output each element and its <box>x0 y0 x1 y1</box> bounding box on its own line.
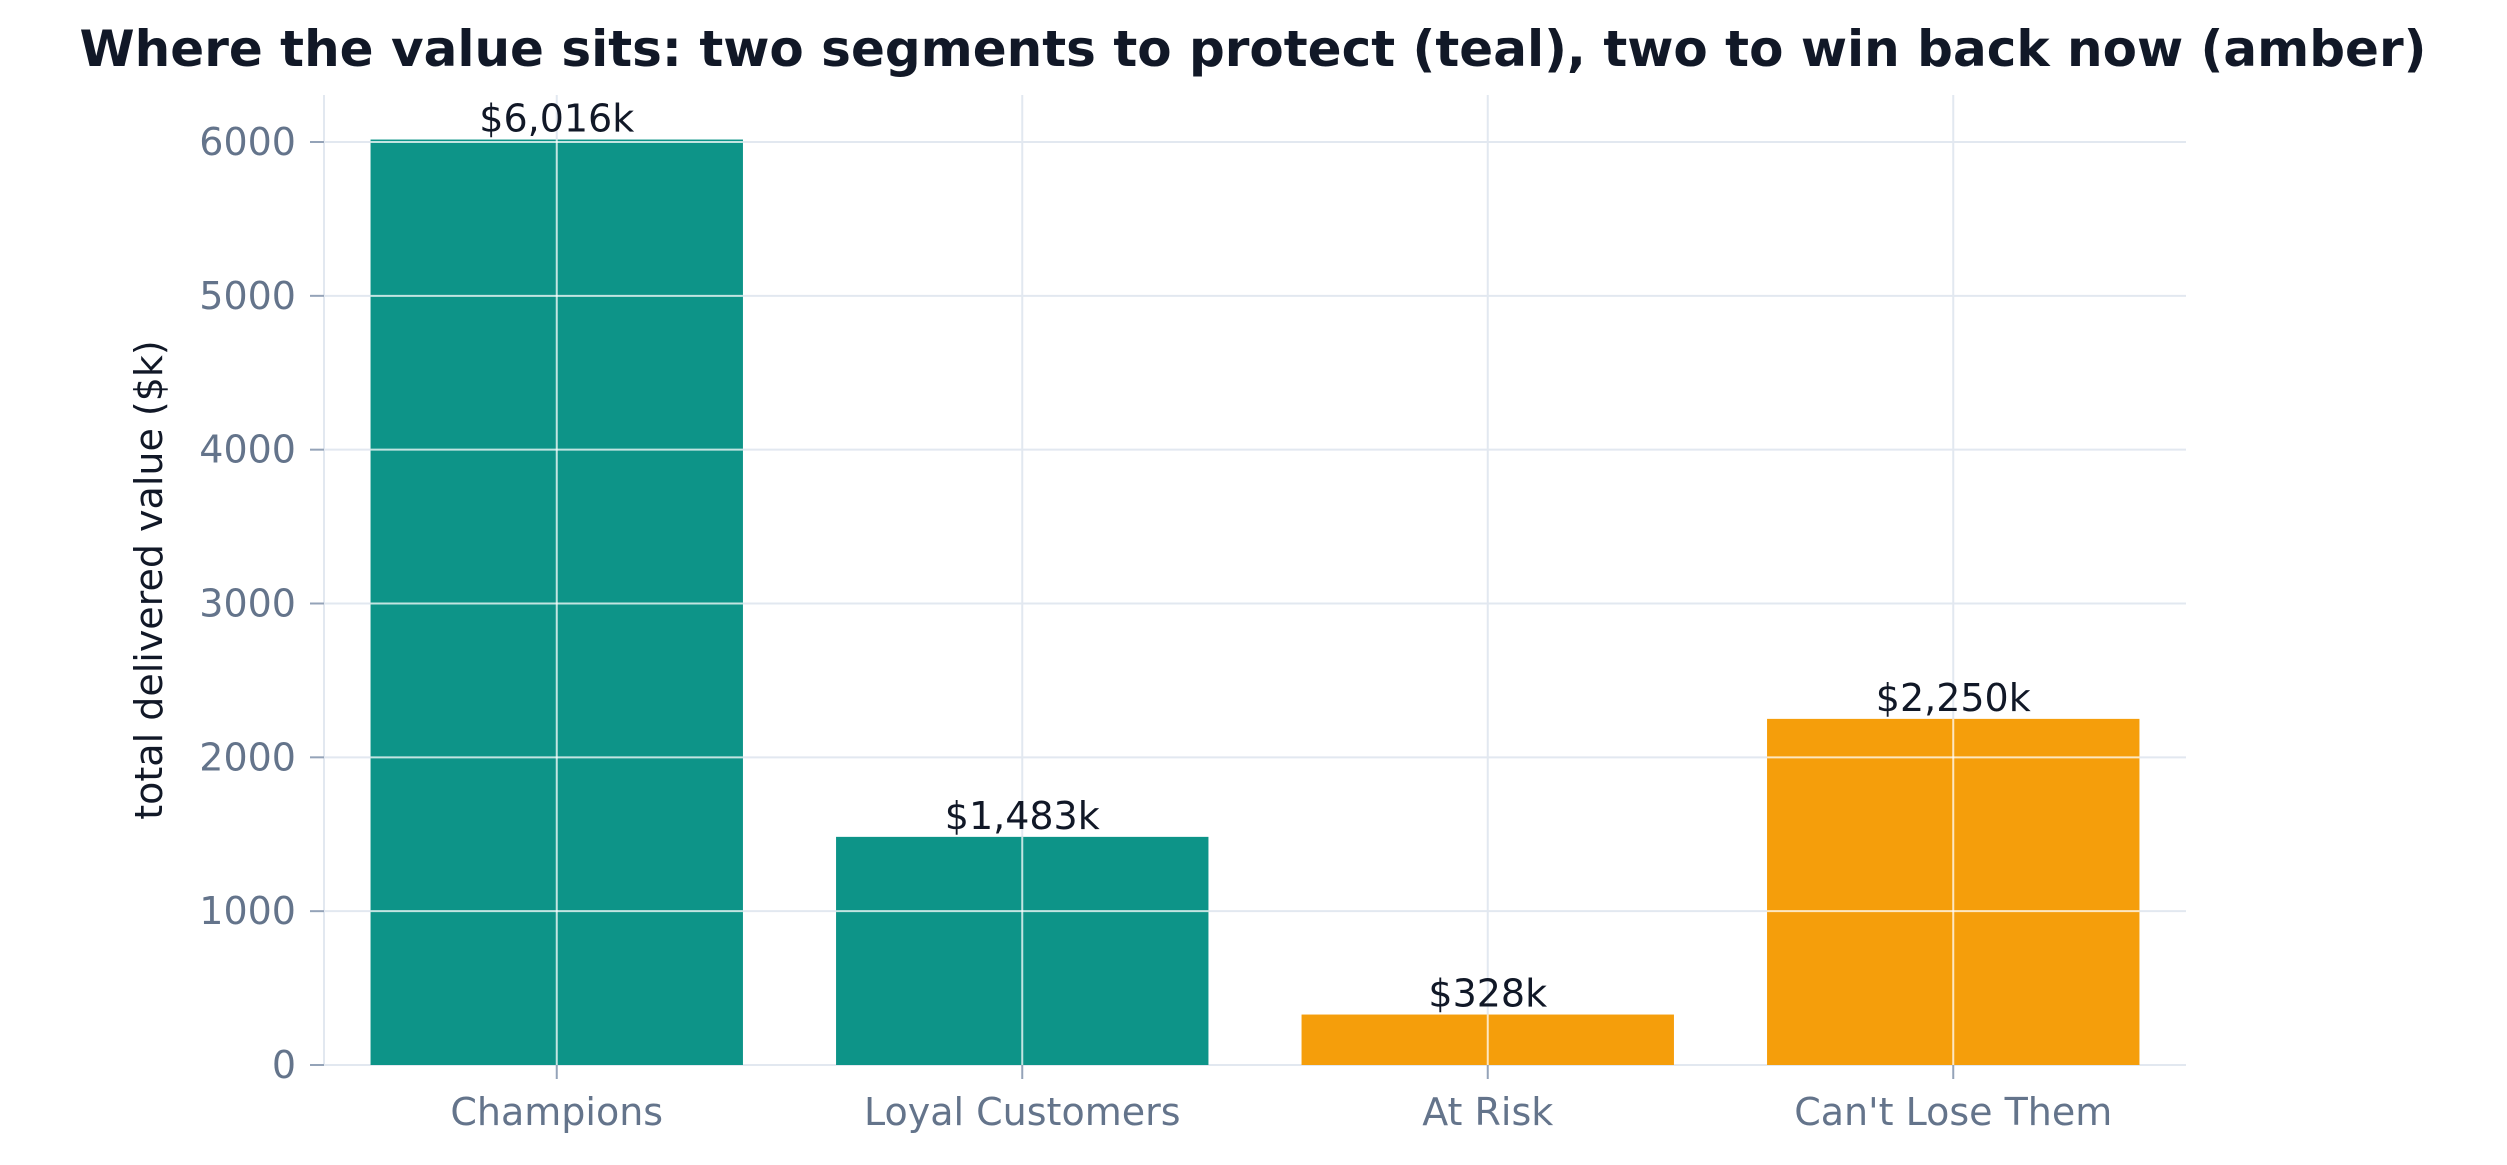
y-axis-label: total delivered value ($k) <box>127 340 171 820</box>
x-tick-label: Loyal Customers <box>864 1090 1181 1134</box>
data-label: $328k <box>1428 972 1547 1016</box>
data-label: $2,250k <box>1876 676 2031 720</box>
x-tick-label: Can't Lose Them <box>1794 1090 2112 1134</box>
plot-area: 0 1000 2000 3000 4000 5000 6000 Champions Loyal … <box>199 95 2186 1134</box>
y-tick-label: 0 <box>272 1043 296 1087</box>
y-tick-label: 2000 <box>199 735 296 779</box>
y-tick-label: 5000 <box>199 274 296 318</box>
x-tick-label: At Risk <box>1422 1090 1553 1134</box>
y-tick-label: 4000 <box>199 428 296 472</box>
y-tick-label: 1000 <box>199 889 296 933</box>
data-label: $6,016k <box>479 97 634 141</box>
data-label: $1,483k <box>945 794 1100 838</box>
chart-title: Where the value sits: two segments to pr… <box>80 20 2427 78</box>
y-tick-label: 3000 <box>199 582 296 626</box>
y-tick-label: 6000 <box>199 120 296 164</box>
x-tick-label: Champions <box>450 1090 663 1134</box>
